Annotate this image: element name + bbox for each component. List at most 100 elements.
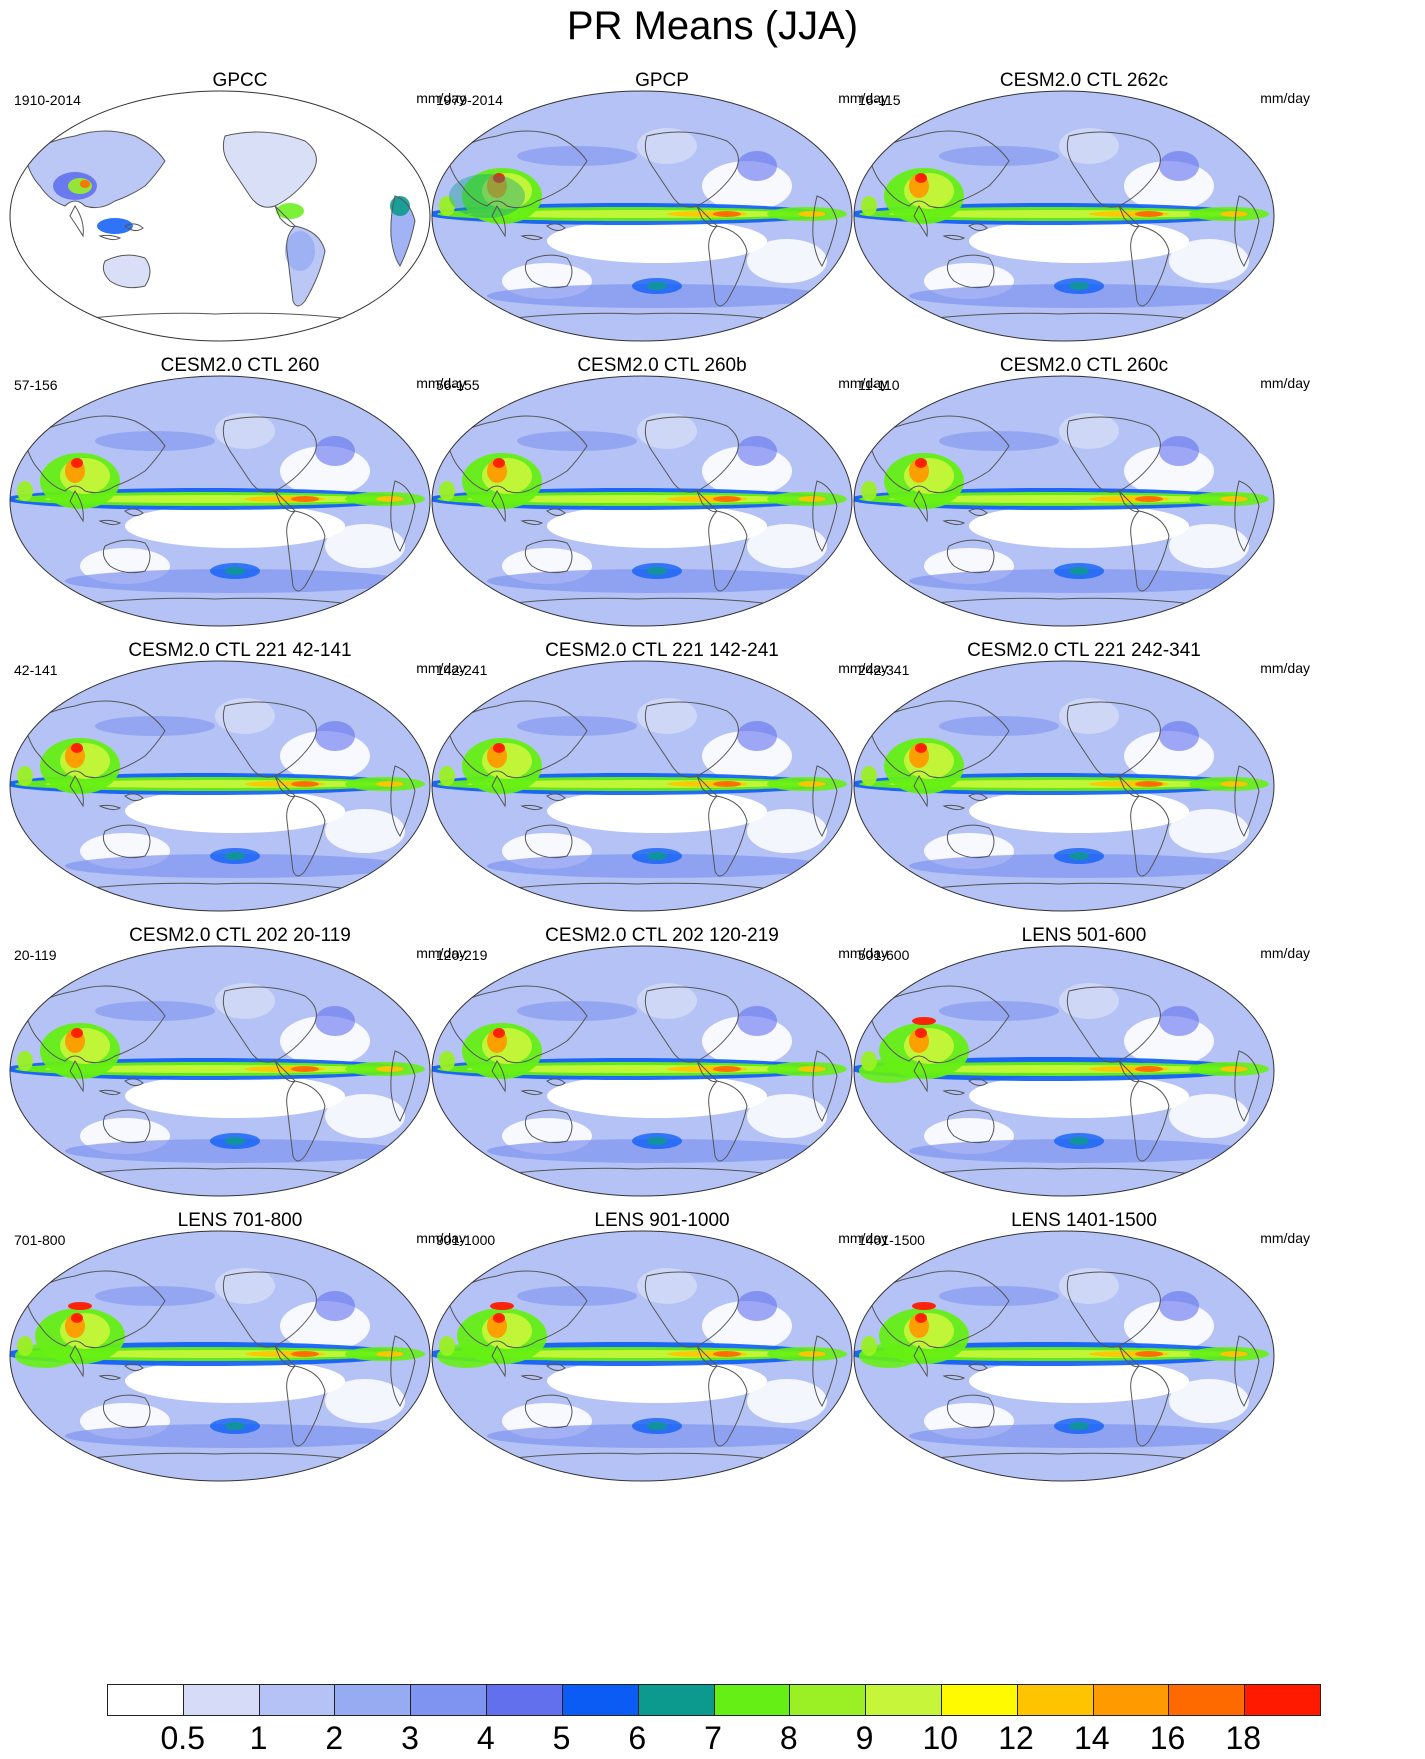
coastlines <box>446 985 838 1177</box>
panel-period: 42-141 <box>14 662 58 678</box>
map-panel: CESM2.0 CTL 262c 16-115 mm/day <box>849 70 1319 390</box>
precip-field <box>854 661 1274 911</box>
colorbar-box <box>1169 1685 1246 1715</box>
panel-period: 16-115 <box>858 92 901 108</box>
panel-period: 57-156 <box>14 377 58 393</box>
precip-field <box>10 376 430 626</box>
panel-period: 142-241 <box>436 662 488 678</box>
panel-units: mm/day <box>1260 945 1310 961</box>
colorbar-label: 1 <box>249 1720 268 1756</box>
panel-units: mm/day <box>1260 375 1310 391</box>
panel-period: 20-119 <box>14 947 57 963</box>
panel-period: 56-155 <box>436 377 480 393</box>
precip-map <box>431 90 853 342</box>
colorbar-label: 6 <box>628 1720 647 1756</box>
colorbar-box <box>183 1685 260 1715</box>
map-panel: LENS 501-600 501-600 mm/day <box>849 925 1319 1245</box>
coastlines <box>446 1270 838 1462</box>
map-border <box>9 660 431 912</box>
map-panel: CESM2.0 CTL 221 42-141 42-141 mm/day <box>5 640 475 960</box>
colorbar-labels: 0.5 1 2 3 4 5 6 7 8 9 10 12 14 16 18 <box>0 1720 1425 1756</box>
map-panel: CESM2.0 CTL 221 242-341 242-341 mm/day <box>849 640 1319 960</box>
panel-title: LENS 501-600 <box>1021 925 1147 946</box>
precip-map <box>9 1230 431 1482</box>
panel-period: 1910-2014 <box>14 92 81 108</box>
precip-field <box>854 946 1274 1196</box>
panel-title: CESM2.0 CTL 260c <box>999 355 1169 376</box>
panel-units: mm/day <box>416 90 466 106</box>
colorbar-box <box>335 1685 412 1715</box>
map-panel: CESM2.0 CTL 260c 11-110 mm/day <box>849 355 1319 675</box>
map-border <box>431 1230 853 1482</box>
precip-field <box>432 661 852 911</box>
precip-map <box>9 945 431 1197</box>
map-panel: GPCC 1910-2014 mm/day <box>5 70 475 390</box>
panel-period: 242-341 <box>858 662 910 678</box>
precip-field <box>432 1231 852 1481</box>
panel-title: GPCP <box>635 70 689 91</box>
map-border <box>853 90 1275 342</box>
panel-title: CESM2.0 CTL 260b <box>577 355 747 376</box>
coastlines <box>868 1270 1260 1462</box>
precip-map <box>853 660 1275 912</box>
colorbar-label: 2 <box>325 1720 344 1756</box>
panel-units: mm/day <box>416 1230 466 1246</box>
panel-period: 901-1000 <box>436 1232 496 1248</box>
map-border <box>853 375 1275 627</box>
precip-map <box>431 1230 853 1482</box>
precip-field <box>10 1231 430 1481</box>
map-panel: GPCP 1979-2014 mm/day <box>427 70 897 390</box>
colorbar-box <box>638 1685 715 1715</box>
panel-period: 1401-1500 <box>858 1232 925 1248</box>
coastlines <box>868 130 1260 322</box>
precip-map <box>853 90 1275 342</box>
map-panel: CESM2.0 CTL 260b 56-155 mm/day <box>427 355 897 675</box>
map-panel: CESM2.0 CTL 202 20-119 20-119 mm/day <box>5 925 475 1245</box>
colorbar-label: 0.5 <box>160 1720 205 1756</box>
coastlines <box>24 700 416 892</box>
coastlines <box>868 415 1260 607</box>
map-panel: LENS 1401-1500 1401-1500 mm/day <box>849 1210 1319 1530</box>
map-border <box>853 1230 1275 1482</box>
panel-units: mm/day <box>416 660 466 676</box>
panel-title: CESM2.0 CTL 260 <box>160 355 320 376</box>
panel-units: mm/day <box>838 945 888 961</box>
panel-units: mm/day <box>838 375 888 391</box>
colorbar-label: 10 <box>922 1720 959 1756</box>
precip-field <box>854 1231 1274 1481</box>
colorbar-box <box>941 1685 1018 1715</box>
panel-title: LENS 1401-1500 <box>1011 1210 1157 1231</box>
map-border <box>9 945 431 1197</box>
colorbar-box <box>1245 1685 1320 1715</box>
panel-title: CESM2.0 CTL 202 20-119 <box>129 925 351 946</box>
precip-map <box>9 375 431 627</box>
panel-period: 11-110 <box>858 377 900 393</box>
coastlines <box>24 415 416 607</box>
colorbar-box <box>714 1685 791 1715</box>
precip-field <box>854 91 1274 341</box>
precip-map <box>853 375 1275 627</box>
colorbar-boxes <box>107 1684 1321 1716</box>
panel-title: CESM2.0 CTL 262c <box>999 70 1169 91</box>
colorbar-label: 14 <box>1073 1720 1110 1756</box>
figure-title: PR Means (JJA) <box>566 4 859 48</box>
colorbar-box <box>259 1685 336 1715</box>
colorbar-box <box>487 1685 563 1715</box>
colorbar-label: 5 <box>552 1720 571 1756</box>
panel-period: 120-219 <box>436 947 488 963</box>
precip-map <box>853 1230 1275 1482</box>
panel-title: GPCC <box>212 70 268 91</box>
precip-map <box>9 660 431 912</box>
map-panel: CESM2.0 CTL 221 142-241 142-241 mm/day <box>427 640 897 960</box>
panel-units: mm/day <box>838 1230 888 1246</box>
panel-title: LENS 701-800 <box>177 1210 303 1231</box>
map-border <box>9 375 431 627</box>
panel-period: 501-600 <box>858 947 910 963</box>
colorbar-label: 12 <box>998 1720 1034 1756</box>
colorbar-box <box>790 1685 867 1715</box>
colorbar-label: 18 <box>1225 1720 1262 1756</box>
coastlines <box>868 985 1260 1177</box>
map-border <box>431 375 853 627</box>
colorbar-box <box>108 1685 184 1715</box>
map-panel: LENS 901-1000 901-1000 mm/day <box>427 1210 897 1530</box>
